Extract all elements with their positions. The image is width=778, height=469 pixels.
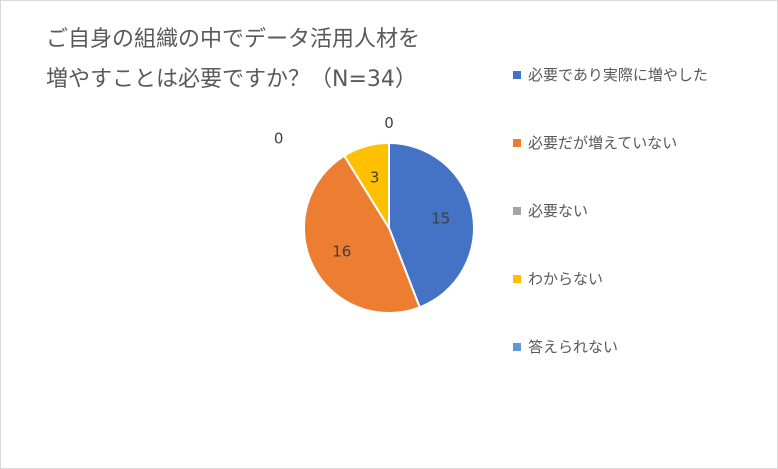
legend-label-2: 必要ない (528, 202, 589, 220)
legend-item-1: 必要だが増えていない (513, 132, 677, 153)
legend-swatch-1 (513, 138, 521, 147)
pie-slice-0 (388, 141, 475, 309)
legend-swatch-0 (513, 70, 521, 79)
legend-swatch-4 (513, 342, 521, 351)
data-label-1: 16 (332, 243, 351, 261)
legend-label-1: 必要だが増えていない (528, 134, 678, 152)
legend-swatch-3 (513, 274, 521, 283)
chart-title: ご自身の組織の中でデータ活用人材を 増やすことは必要ですか？（N=34） (46, 20, 466, 100)
data-label-3: 3 (370, 168, 380, 186)
legend-item-3: わからない (513, 268, 603, 289)
chart-title-line-2: 増やすことは必要ですか？（N=34） (46, 67, 417, 92)
legend-item-2: 必要ない (513, 200, 588, 221)
data-label-2: 0 (274, 130, 284, 148)
legend-label-0: 必要であり実際に増やした (528, 66, 708, 84)
legend-label-4: 答えられない (528, 338, 619, 356)
legend-label-3: わからない (528, 270, 604, 288)
legend-swatch-2 (513, 206, 521, 215)
data-label-0: 15 (431, 209, 450, 227)
data-label-4: 0 (384, 114, 394, 132)
pie-slice-1 (303, 154, 422, 315)
legend-item-4: 答えられない (513, 336, 618, 357)
pie-slice-3 (342, 141, 390, 232)
legend-item-0: 必要であり実際に増やした (513, 64, 708, 85)
chart-title-line-1: ご自身の組織の中でデータ活用人材を (46, 27, 421, 52)
